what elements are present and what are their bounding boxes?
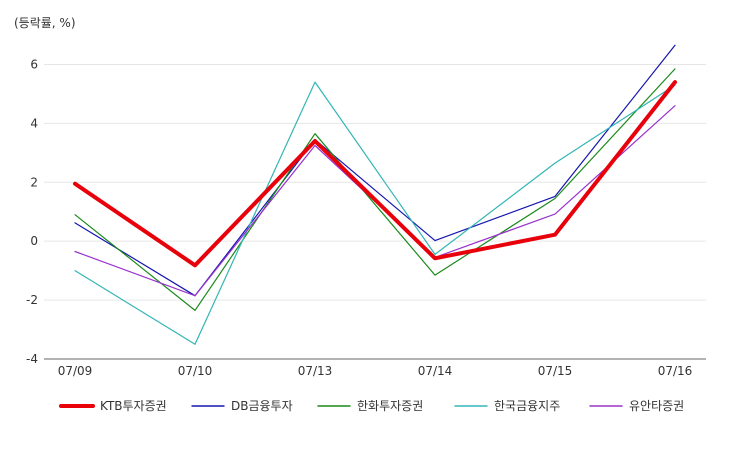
y-axis-ticks: -4 -2 0 2 4 6 [26, 57, 38, 366]
y-tick-label: 2 [30, 175, 38, 189]
legend-label: KTB투자증권 [100, 399, 167, 413]
series-line [73, 80, 677, 268]
legend-label: 한화투자증권 [357, 399, 423, 413]
legend: KTB투자증권 DB금융투자 한화투자증권 한국금융지주 유안타증권 [59, 399, 684, 413]
series-line [74, 44, 676, 297]
x-axis-ticks: 07/09 07/10 07/13 07/14 07/15 07/16 [58, 364, 693, 378]
legend-label: DB금융투자 [231, 399, 293, 413]
y-tick-label: 4 [30, 116, 38, 130]
legend-label: 한국금융지주 [494, 399, 560, 413]
series-lines [73, 44, 677, 345]
y-tick-label: 0 [30, 234, 38, 248]
gridlines [44, 63, 706, 301]
y-tick-label: 6 [30, 57, 38, 71]
x-tick-label: 07/09 [58, 364, 93, 378]
series-line [74, 81, 676, 345]
unit-label: (등락률, %) [14, 16, 76, 30]
x-tick-label: 07/15 [538, 364, 573, 378]
y-tick-label: -2 [26, 293, 38, 307]
x-tick-label: 07/10 [178, 364, 213, 378]
x-tick-label: 07/13 [298, 364, 333, 378]
series-line [74, 68, 676, 311]
x-tick-label: 07/16 [658, 364, 693, 378]
legend-label: 유안타증권 [629, 399, 684, 413]
x-tick-label: 07/14 [418, 364, 453, 378]
y-tick-label: -4 [26, 352, 38, 366]
